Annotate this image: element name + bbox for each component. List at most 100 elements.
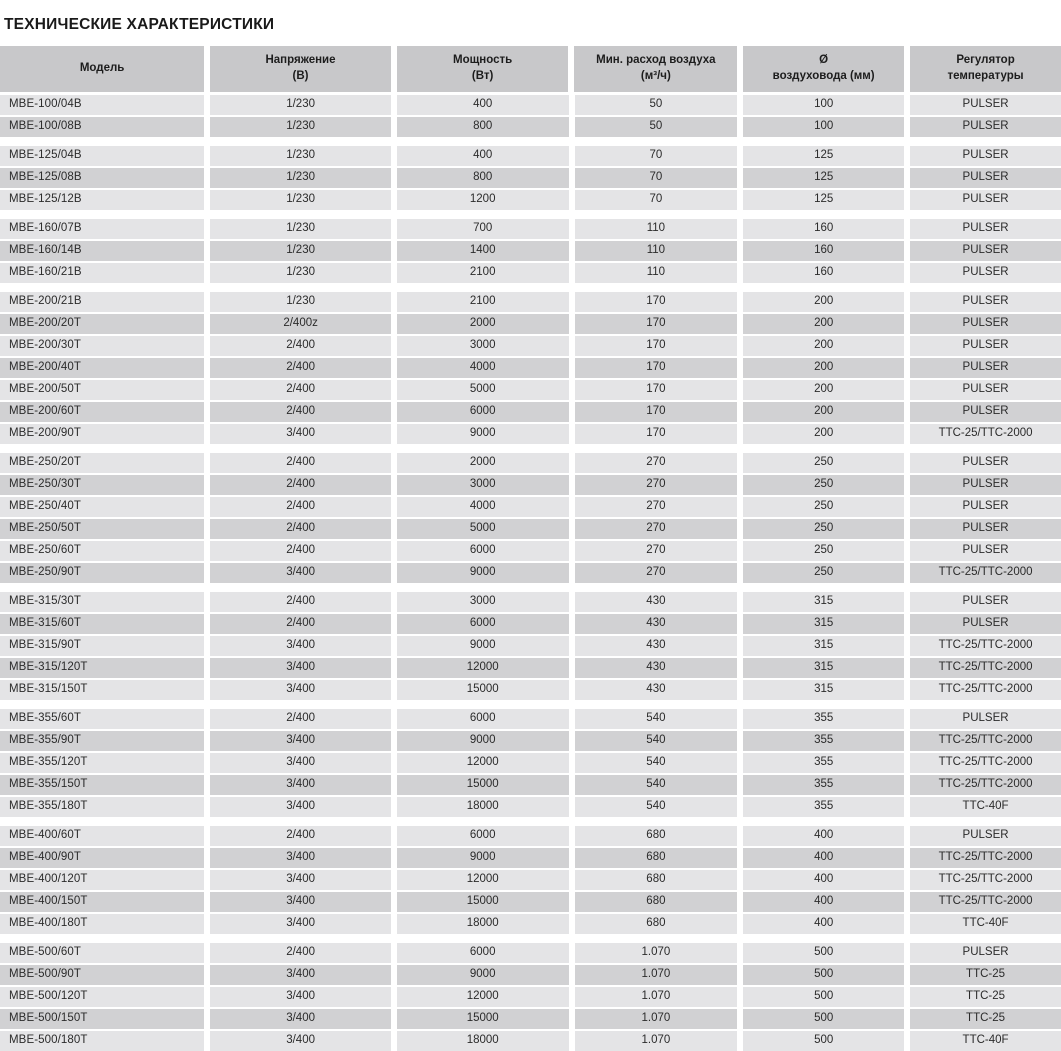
cell-model: MBE-160/14B	[0, 240, 205, 261]
cell-model: MBE-250/30T	[0, 474, 205, 495]
table-row[interactable]: MBE-250/50T 2/400 5000 270 250 PULSER	[0, 518, 1061, 539]
cell-duct: 400	[743, 869, 905, 890]
group-separator	[0, 211, 1061, 219]
table-row[interactable]: MBE-200/30T 2/400 3000 170 200 PULSER	[0, 335, 1061, 356]
cell-power: 6000	[396, 825, 569, 846]
column-header-line1: Мин. расход воздуха	[596, 54, 716, 67]
table-row[interactable]: MBE-125/04B 1/230 400 70 125 PULSER	[0, 145, 1061, 166]
table-row[interactable]: MBE-355/90T 3/400 9000 540 355 TTC-25/TTC-200…	[0, 730, 1061, 751]
cell-duct: 100	[743, 94, 905, 115]
column-header-line2: (м³/ч)	[640, 70, 671, 83]
cell-airflow: 70	[574, 145, 738, 166]
cell-model: MBE-160/21B	[0, 262, 205, 283]
table-row[interactable]: MBE-160/14B 1/230 1400 110 160 PULSER	[0, 240, 1061, 261]
cell-controller: TTC-25/TTC-2000	[910, 869, 1061, 890]
table-row[interactable]: MBE-125/08B 1/230 800 70 125 PULSER	[0, 167, 1061, 188]
cell-power: 9000	[396, 730, 569, 751]
table-row[interactable]: MBE-315/90T 3/400 9000 430 315 TTC-25/TTC-200…	[0, 635, 1061, 656]
table-row[interactable]: MBE-400/180T 3/400 18000 680 400 TTC-40F	[0, 913, 1061, 934]
table-row[interactable]: MBE-400/60T 2/400 6000 680 400 PULSER	[0, 825, 1061, 846]
cell-airflow: 540	[574, 796, 738, 817]
cell-duct: 250	[743, 540, 905, 561]
cell-model: MBE-355/120T	[0, 752, 205, 773]
table-row[interactable]: MBE-315/30T 2/400 3000 430 315 PULSER	[0, 591, 1061, 612]
cell-voltage: 3/400	[210, 796, 391, 817]
table-row[interactable]: MBE-400/120T 3/400 12000 680 400 TTC-25/TTC-2…	[0, 869, 1061, 890]
table-row[interactable]: MBE-315/60T 2/400 6000 430 315 PULSER	[0, 613, 1061, 634]
cell-power: 9000	[396, 635, 569, 656]
cell-duct: 355	[743, 774, 905, 795]
cell-power: 400	[396, 145, 569, 166]
cell-model: MBE-250/90T	[0, 562, 205, 583]
table-row[interactable]: MBE-250/30T 2/400 3000 270 250 PULSER	[0, 474, 1061, 495]
cell-controller: TTC-40F	[910, 913, 1061, 934]
cell-duct: 500	[743, 964, 905, 985]
cell-duct: 200	[743, 291, 905, 312]
cell-controller: PULSER	[910, 452, 1061, 473]
cell-duct: 355	[743, 730, 905, 751]
cell-controller: TTC-25/TTC-2000	[910, 752, 1061, 773]
table-row[interactable]: MBE-500/90T 3/400 9000 1.070 500 TTC-25	[0, 964, 1061, 985]
cell-model: MBE-315/90T	[0, 635, 205, 656]
table-row[interactable]: MBE-160/07B 1/230 700 110 160 PULSER	[0, 218, 1061, 239]
table-row[interactable]: MBE-315/120T 3/400 12000 430 315 TTC-25/TTC-2…	[0, 657, 1061, 678]
cell-voltage: 2/400	[210, 708, 391, 729]
cell-airflow: 680	[574, 847, 738, 868]
table-row[interactable]: MBE-500/60T 2/400 6000 1.070 500 PULSER	[0, 942, 1061, 963]
cell-controller: PULSER	[910, 708, 1061, 729]
table-row[interactable]: MBE-500/120T 3/400 12000 1.070 500 TTC-25	[0, 986, 1061, 1007]
table-row[interactable]: MBE-500/180T 3/400 18000 1.070 500 TTC-40F	[0, 1030, 1061, 1051]
table-row[interactable]: MBE-200/40T 2/400 4000 170 200 PULSER	[0, 357, 1061, 378]
cell-controller: PULSER	[910, 167, 1061, 188]
cell-controller: PULSER	[910, 401, 1061, 422]
column-header-line1: Модель	[79, 62, 125, 75]
cell-power: 2100	[396, 291, 569, 312]
cell-duct: 500	[743, 986, 905, 1007]
cell-controller: PULSER	[910, 335, 1061, 356]
cell-power: 400	[396, 94, 569, 115]
cell-duct: 250	[743, 562, 905, 583]
cell-power: 9000	[396, 847, 569, 868]
table-row[interactable]: MBE-500/150T 3/400 15000 1.070 500 TTC-25	[0, 1008, 1061, 1029]
table-row[interactable]: MBE-400/90T 3/400 9000 680 400 TTC-25/TTC-200…	[0, 847, 1061, 868]
cell-model: MBE-200/50T	[0, 379, 205, 400]
cell-duct: 250	[743, 474, 905, 495]
table-row[interactable]: MBE-100/08B 1/230 800 50 100 PULSER	[0, 116, 1061, 137]
cell-airflow: 110	[574, 262, 738, 283]
cell-duct: 125	[743, 189, 905, 210]
cell-power: 3000	[396, 474, 569, 495]
cell-controller: TTC-40F	[910, 796, 1061, 817]
table-row[interactable]: MBE-250/20T 2/400 2000 270 250 PULSER	[0, 452, 1061, 473]
cell-duct: 200	[743, 379, 905, 400]
table-row[interactable]: MBE-400/150T 3/400 15000 680 400 TTC-25/TTC-2…	[0, 891, 1061, 912]
table-row[interactable]: MBE-125/12B 1/230 1200 70 125 PULSER	[0, 189, 1061, 210]
cell-power: 18000	[396, 796, 569, 817]
cell-controller: PULSER	[910, 145, 1061, 166]
table-row[interactable]: MBE-200/90T 3/400 9000 170 200 TTC-25/TTC-200…	[0, 423, 1061, 444]
group-separator	[0, 935, 1061, 943]
table-row[interactable]: MBE-200/60T 2/400 6000 170 200 PULSER	[0, 401, 1061, 422]
cell-voltage: 1/230	[210, 240, 391, 261]
table-row[interactable]: MBE-200/50T 2/400 5000 170 200 PULSER	[0, 379, 1061, 400]
table-row[interactable]: MBE-355/150T 3/400 15000 540 355 TTC-25/TTC-2…	[0, 774, 1061, 795]
cell-model: MBE-500/90T	[0, 964, 205, 985]
cell-voltage: 3/400	[210, 1008, 391, 1029]
table-row[interactable]: MBE-250/40T 2/400 4000 270 250 PULSER	[0, 496, 1061, 517]
table-row[interactable]: MBE-355/180T 3/400 18000 540 355 TTC-40F	[0, 796, 1061, 817]
cell-duct: 500	[743, 1008, 905, 1029]
table-row[interactable]: MBE-100/04B 1/230 400 50 100 PULSER	[0, 94, 1061, 115]
table-row[interactable]: MBE-250/90T 3/400 9000 270 250 TTC-25/TTC-200…	[0, 562, 1061, 583]
table-row[interactable]: MBE-160/21B 1/230 2100 110 160 PULSER	[0, 262, 1061, 283]
table-row[interactable]: MBE-250/60T 2/400 6000 270 250 PULSER	[0, 540, 1061, 561]
column-header-line1: Мощность	[453, 54, 513, 67]
table-row[interactable]: MBE-355/60T 2/400 6000 540 355 PULSER	[0, 708, 1061, 729]
cell-duct: 315	[743, 591, 905, 612]
table-row[interactable]: MBE-200/21B 1/230 2100 170 200 PULSER	[0, 291, 1061, 312]
table-row[interactable]: MBE-355/120T 3/400 12000 540 355 TTC-25/TTC-2…	[0, 752, 1061, 773]
cell-voltage: 3/400	[210, 847, 391, 868]
table-row[interactable]: MBE-200/20T 2/400z 2000 170 200 PULSER	[0, 313, 1061, 334]
table-row[interactable]: MBE-315/150T 3/400 15000 430 315 TTC-25/TTC-2…	[0, 679, 1061, 700]
cell-model: MBE-400/150T	[0, 891, 205, 912]
cell-voltage: 1/230	[210, 145, 391, 166]
cell-controller: PULSER	[910, 189, 1061, 210]
